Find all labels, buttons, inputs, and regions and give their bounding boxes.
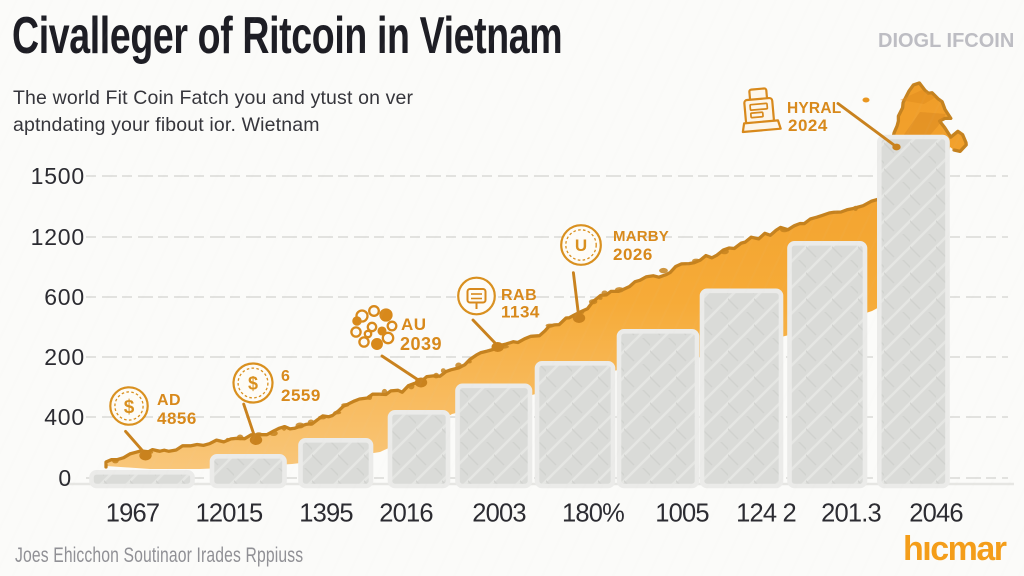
svg-text:1967: 1967 bbox=[106, 500, 160, 528]
svg-text:AU: AU bbox=[401, 315, 427, 334]
svg-text:U: U bbox=[575, 236, 587, 255]
svg-text:$: $ bbox=[124, 397, 135, 418]
svg-text:MARBY: MARBY bbox=[613, 228, 669, 245]
svg-text:2046: 2046 bbox=[909, 500, 963, 528]
svg-text:2016: 2016 bbox=[379, 500, 433, 528]
svg-text:124 2: 124 2 bbox=[736, 500, 796, 528]
svg-text:2026: 2026 bbox=[613, 245, 653, 264]
svg-text:12015: 12015 bbox=[196, 500, 264, 528]
svg-text:2024: 2024 bbox=[788, 116, 828, 135]
svg-text:4856: 4856 bbox=[157, 409, 197, 428]
svg-text:1200: 1200 bbox=[31, 224, 85, 250]
svg-text:400: 400 bbox=[44, 404, 85, 430]
svg-text:1005: 1005 bbox=[655, 500, 709, 528]
svg-text:2039: 2039 bbox=[400, 334, 442, 354]
svg-text:6: 6 bbox=[281, 368, 290, 385]
svg-text:1134: 1134 bbox=[501, 303, 540, 322]
svg-text:600: 600 bbox=[44, 284, 85, 310]
svg-text:$: $ bbox=[248, 373, 258, 393]
svg-text:RAB: RAB bbox=[501, 287, 537, 304]
svg-text:201.3: 201.3 bbox=[821, 500, 881, 528]
svg-text:200: 200 bbox=[44, 344, 85, 370]
svg-text:AD: AD bbox=[157, 392, 181, 409]
svg-text:180%: 180% bbox=[562, 500, 624, 528]
svg-text:2003: 2003 bbox=[472, 500, 526, 528]
svg-text:HYRAL: HYRAL bbox=[787, 100, 841, 117]
svg-text:1395: 1395 bbox=[299, 500, 353, 528]
svg-text:0: 0 bbox=[58, 465, 72, 491]
svg-text:2559: 2559 bbox=[281, 386, 321, 405]
svg-text:1500: 1500 bbox=[31, 163, 85, 189]
